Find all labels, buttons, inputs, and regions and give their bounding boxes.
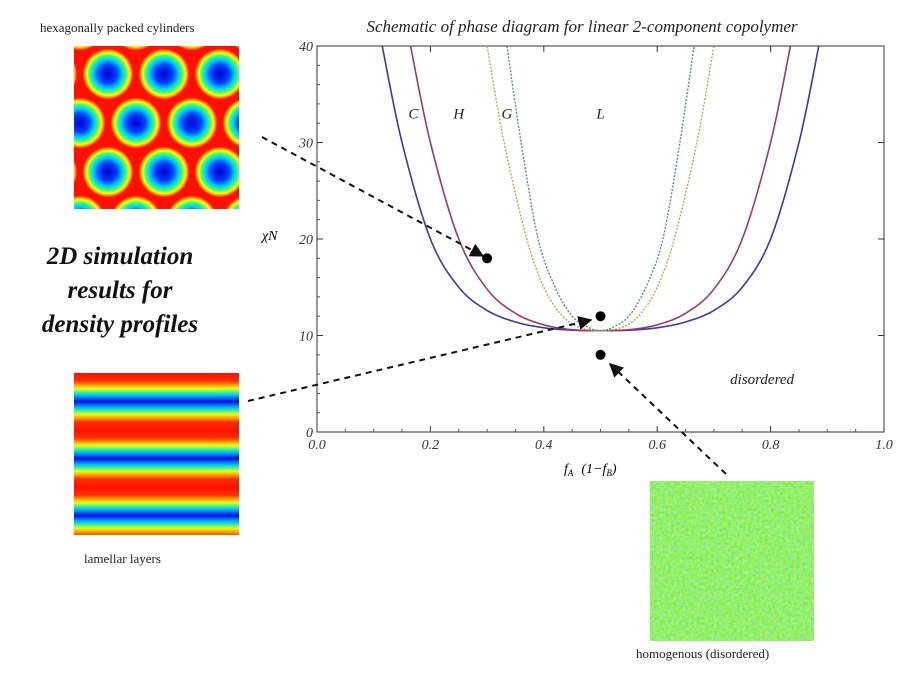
cylinder-domain — [334, 97, 386, 149]
cylinder-domain — [168, 195, 216, 209]
cylinder-domain — [194, 244, 246, 296]
region-label: G — [502, 106, 513, 122]
axis-ticks: 0.0 0.2 0.4 0.6 0.8 1.0 0 10 20 30 40 — [298, 40, 893, 453]
x-tick-label: 0.0 — [308, 438, 326, 453]
x-axis-label-paren-sub: B — [606, 468, 612, 478]
arrow-homogenous-to-point — [608, 363, 727, 475]
plot-frame — [316, 45, 885, 433]
cylinder-domain — [334, 195, 386, 247]
cylinder-domain — [120, 46, 152, 51]
simulation-heading: 2D simulation results for density profil… — [5, 240, 235, 342]
simulation-point-1 — [482, 253, 493, 264]
cylinder-domain — [74, 97, 106, 149]
region-label: disordered — [730, 372, 794, 388]
x-tick-label: 1.0 — [875, 438, 893, 453]
cylinder-domain — [224, 196, 239, 209]
x-tick-label: 0.4 — [535, 438, 553, 453]
y-axis-label: χN — [260, 229, 278, 244]
cylinder-domain — [112, 195, 160, 209]
x-axis-label-f: f — [564, 462, 570, 477]
x-axis-label-paren: (1−f — [581, 462, 608, 477]
annotation-arrows — [247, 136, 727, 475]
cylinder-domain — [232, 46, 239, 50]
y-tick-label: 10 — [299, 330, 313, 345]
cylinder-domain — [138, 146, 190, 198]
x-tick-label: 0.2 — [422, 438, 440, 453]
cylinder-domain — [166, 97, 218, 149]
cylinder-domain — [250, 48, 302, 100]
x-tick-label: 0.8 — [762, 438, 780, 453]
simulation-heading-line-2: results for — [67, 277, 173, 304]
homogenous-panel-title: homogenous (disordered) — [636, 646, 770, 661]
cylinder-domain — [194, 146, 239, 198]
cylinder-domain — [82, 48, 134, 100]
cylinder-domain — [222, 98, 239, 148]
hex-panel-title: hexagonally packed cylinders — [40, 20, 195, 35]
cylinder-domain — [74, 46, 96, 51]
y-tick-label: 30 — [298, 137, 313, 152]
arrow-lamellar-to-point — [247, 316, 593, 402]
lamellar-panel-title: lamellar layers — [84, 551, 161, 566]
x-axis-label-sub: A — [567, 468, 574, 478]
cylinder-domain — [250, 244, 302, 296]
homogenous-image — [650, 481, 814, 641]
simulation-heading-line-3: density profiles — [41, 311, 199, 338]
cylinder-domain — [176, 46, 208, 51]
y-tick-label: 0 — [306, 426, 313, 441]
x-tick-label: 0.6 — [648, 438, 666, 453]
cylinder-domain — [82, 244, 134, 296]
cylinder-domain — [26, 244, 78, 296]
cylinder-domain — [74, 158, 78, 186]
arrow-hex-to-point — [261, 136, 485, 257]
simulation-point-3 — [595, 349, 606, 360]
phase-boundary-curve-4 — [506, 46, 695, 332]
region-label: H — [452, 106, 465, 122]
lamellar-layers-image — [74, 373, 239, 535]
cylinder-domain — [138, 244, 190, 296]
x-axis-label-close: ) — [611, 462, 617, 477]
cylinder-domain — [306, 244, 358, 296]
cylinder-domain — [74, 195, 104, 209]
cylinder-domain — [194, 48, 239, 100]
y-tick-label: 20 — [299, 233, 313, 248]
cylinder-domain — [138, 48, 190, 100]
phase-boundary-curve-2 — [409, 46, 792, 332]
x-axis-label: fA (1−fB) — [564, 462, 617, 478]
simulation-heading-line-1: 2D simulation — [46, 243, 194, 270]
cylinder-domain — [306, 146, 358, 198]
cylinder-domain — [110, 97, 162, 149]
cylinder-domain — [74, 60, 78, 88]
region-label: L — [595, 106, 604, 122]
hex-cylinders-image — [26, 46, 386, 296]
simulation-points — [482, 253, 606, 360]
phase-boundaries — [381, 46, 820, 332]
y-tick-label: 40 — [299, 40, 313, 55]
phase-boundary-curve-3 — [486, 46, 715, 332]
cylinder-domain — [82, 146, 134, 198]
cylinder-domain — [306, 48, 358, 100]
simulation-point-2 — [595, 311, 606, 322]
chart-title: Schematic of phase diagram for linear 2-… — [366, 17, 797, 36]
phase-boundary-curve-1 — [381, 46, 820, 332]
region-label: C — [408, 106, 419, 122]
